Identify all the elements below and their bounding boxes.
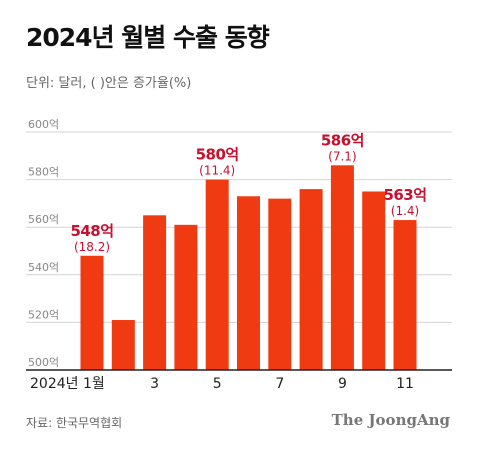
data-label-value: 586억: [321, 131, 364, 149]
data-label-growth: (1.4): [391, 204, 419, 218]
bar: [111, 320, 135, 370]
bar: [362, 191, 386, 370]
y-tick-label: 580억: [28, 166, 59, 179]
chart-title: 2024년 월별 수출 동향: [26, 23, 270, 52]
x-tick-label: 9: [338, 376, 347, 392]
source-note: 자료: 한국무역협회: [26, 416, 123, 430]
bar: [174, 224, 198, 370]
x-tick-label: 7: [275, 376, 284, 392]
bar: [205, 179, 229, 370]
bar: [393, 220, 417, 370]
data-label-growth: (7.1): [328, 149, 356, 163]
y-tick-label: 520억: [28, 308, 59, 321]
bar: [143, 215, 167, 370]
bar: [268, 198, 292, 370]
bar: [330, 165, 354, 370]
data-label-growth: (18.2): [74, 240, 110, 254]
unit-note: 단위: 달러, ( )안은 증가율(%): [26, 76, 192, 91]
data-label-growth: (11.4): [199, 164, 235, 178]
y-tick-label: 540억: [28, 261, 59, 274]
bar: [80, 255, 104, 370]
brand-logo: The JoongAng: [331, 411, 450, 429]
x-tick-label: 2024년 1월: [30, 376, 105, 392]
bar: [237, 196, 260, 370]
y-tick-label: 600억: [28, 118, 59, 131]
data-label-value: 548억: [70, 222, 113, 240]
bar: [299, 189, 323, 370]
data-label-value: 563억: [383, 186, 426, 204]
x-tick-label: 3: [150, 376, 159, 392]
x-tick-label: 11: [396, 376, 414, 392]
x-tick-label: 5: [213, 376, 222, 392]
y-tick-label: 500억: [28, 356, 59, 369]
y-tick-label: 560억: [28, 213, 59, 226]
data-label-value: 580억: [196, 146, 239, 164]
